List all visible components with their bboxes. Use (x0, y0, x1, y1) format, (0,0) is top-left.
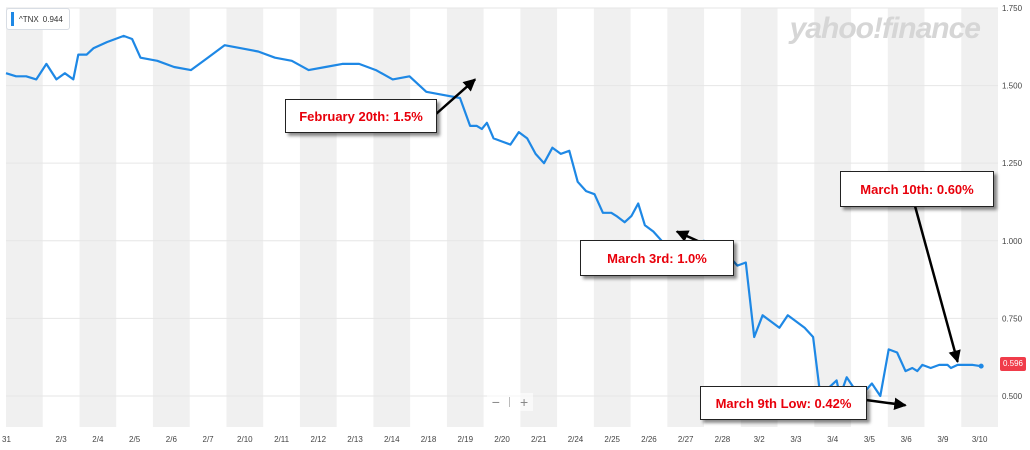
annotation-march-3: March 3rd: 1.0% (580, 240, 734, 276)
x-tick-label: 2/25 (604, 435, 620, 444)
y-axis-labels: 1.750 1.500 1.250 1.000 0.750 0.500 (1002, 4, 1023, 401)
zoom-in-button[interactable]: + (520, 394, 529, 410)
day-band (152, 8, 190, 427)
zoom-out-button[interactable]: − (491, 394, 500, 410)
x-tick-label: 2/11 (274, 435, 290, 444)
day-band (961, 8, 998, 427)
y-tick-label: 1.000 (1002, 237, 1023, 246)
day-bands (6, 8, 998, 427)
x-tick-label: 2/7 (203, 435, 215, 444)
x-tick-label: 3/2 (754, 435, 766, 444)
y-tick-label: 1.500 (1002, 82, 1023, 91)
day-band (814, 8, 852, 427)
annotation-arrow (435, 78, 477, 115)
x-tick-label: 2/12 (311, 435, 327, 444)
x-tick-label: 3/6 (901, 435, 913, 444)
annotation-february-20: February 20th: 1.5% (285, 99, 437, 133)
x-tick-label: 2/13 (347, 435, 363, 444)
x-tick-label: 2/20 (494, 435, 510, 444)
x-tick-label: 3/4 (827, 435, 839, 444)
y-tick-label: 1.750 (1002, 4, 1023, 13)
last-value-badge: 0.596 (1000, 357, 1026, 371)
annotation-march-9-low: March 9th Low: 0.42% (700, 386, 867, 420)
yahoo-finance-logo: yahoo!finance (789, 12, 981, 45)
x-tick-label: 3/5 (864, 435, 876, 444)
x-tick-label: 2/3 (56, 435, 68, 444)
x-tick-label: 31 (2, 435, 11, 444)
x-tick-label: 2/26 (641, 435, 657, 444)
x-tick-label: 3/10 (972, 435, 988, 444)
x-tick-label: 3/9 (937, 435, 949, 444)
day-band (446, 8, 484, 427)
day-band (740, 8, 778, 427)
zoom-control: − + (487, 393, 533, 411)
day-band (667, 8, 705, 427)
x-tick-label: 2/10 (237, 435, 253, 444)
day-band (520, 8, 558, 427)
y-tick-label: 1.250 (1002, 159, 1023, 168)
x-tick-label: 2/19 (457, 435, 473, 444)
x-tick-label: 2/28 (715, 435, 731, 444)
annotation-arrow (865, 397, 907, 410)
x-tick-label: 2/21 (531, 435, 547, 444)
y-tick-label: 0.500 (1002, 392, 1023, 401)
last-point-marker (978, 363, 984, 369)
annotation-arrow (913, 205, 961, 364)
day-band (593, 8, 631, 427)
x-tick-label: 3/3 (790, 435, 802, 444)
ticker-value: 0.944 (42, 14, 63, 24)
x-tick-label: 2/18 (421, 435, 437, 444)
x-tick-label: 2/27 (678, 435, 694, 444)
day-band (6, 8, 43, 427)
x-tick-label: 2/4 (92, 435, 104, 444)
series-color-swatch (11, 12, 14, 26)
annotation-march-10: March 10th: 0.60% (840, 171, 994, 207)
day-band (226, 8, 264, 427)
ticker-badge[interactable]: ^TNX 0.944 (6, 8, 70, 30)
x-tick-label: 2/24 (568, 435, 584, 444)
x-tick-label: 2/6 (166, 435, 178, 444)
x-axis-labels: 31 2/3 2/4 2/5 2/6 2/7 2/10 2/11 2/12 2/13 2/14 2/1… (2, 435, 988, 444)
zoom-separator (509, 397, 511, 407)
day-band (299, 8, 337, 427)
day-band (79, 8, 117, 427)
ticker-symbol: ^TNX (19, 14, 39, 24)
x-tick-label: 2/5 (129, 435, 141, 444)
y-tick-label: 0.750 (1002, 314, 1023, 323)
x-tick-label: 2/14 (384, 435, 400, 444)
